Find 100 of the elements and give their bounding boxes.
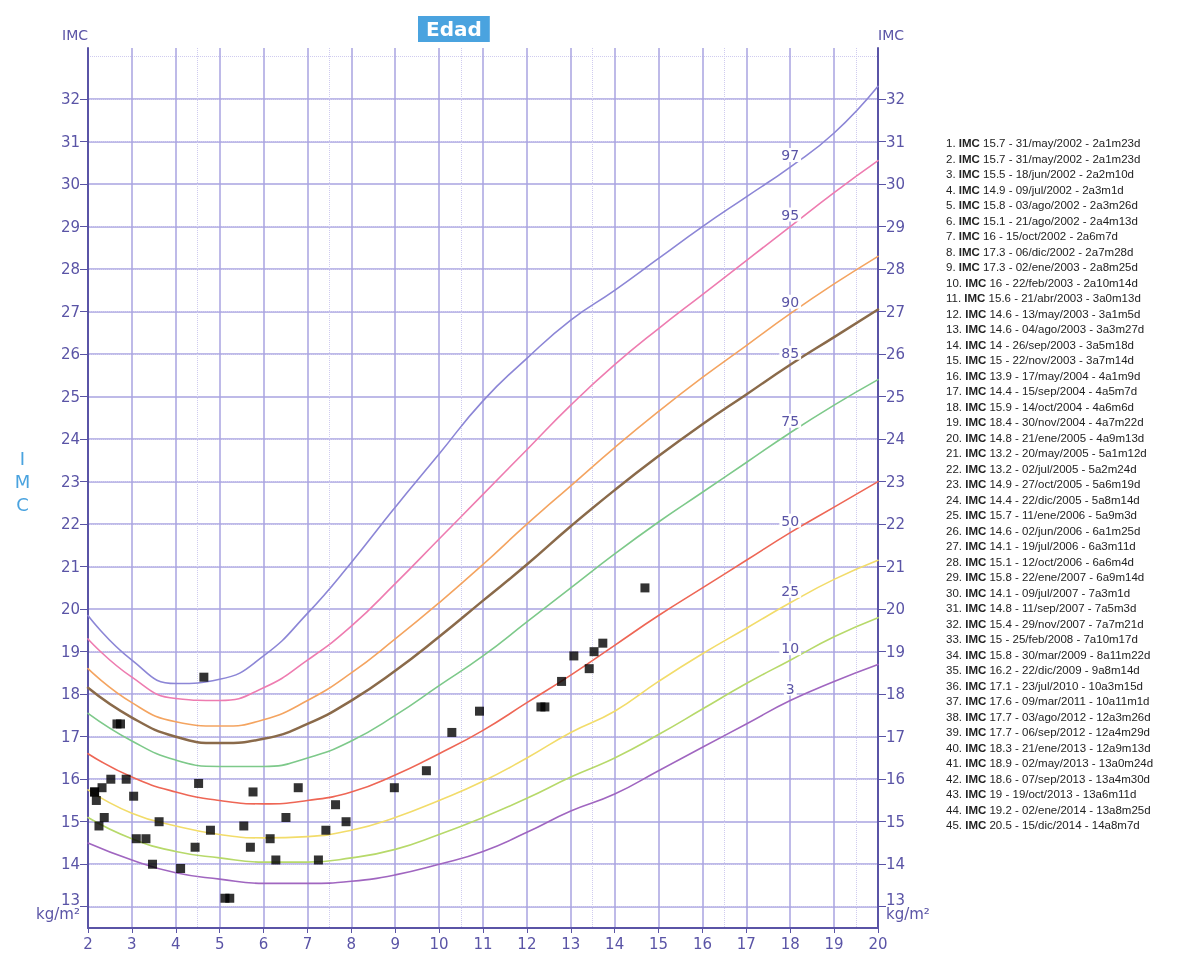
x-tick-label: 5 bbox=[214, 934, 225, 953]
y-tick-label: 25 bbox=[60, 387, 80, 406]
text: 12. IMC 14.6 - 13/may/2003 - 3a1m5d bbox=[946, 306, 1142, 322]
text: 17. IMC 14.4 - 15/sep/2004 - 4a5m7d bbox=[946, 384, 1139, 399]
y2-tick-label: 31 bbox=[886, 132, 906, 151]
text: 30. IMC 14.1 - 09/jul/2007 - 7a3m1d bbox=[946, 585, 1132, 601]
text: 38. IMC 17.7 - 03/ago/2012 - 12a3m26d bbox=[946, 709, 1152, 725]
x-tick-label: 3 bbox=[127, 934, 137, 953]
y-tick-label: 32 bbox=[60, 90, 80, 109]
y2-tick-label: 27 bbox=[886, 302, 906, 321]
y2-tick-label: 20 bbox=[886, 600, 906, 619]
x-tick-label: 7 bbox=[302, 934, 313, 953]
x-tick-label: 17 bbox=[736, 934, 756, 953]
y2-tick-label: 32 bbox=[886, 90, 906, 109]
series-label: 50 bbox=[781, 512, 800, 529]
text: 14. IMC 14 - 26/sep/2003 - 3a5m18d bbox=[946, 337, 1135, 353]
text: 31. IMC 14.8 - 11/sep/2007 - 7a5m3d bbox=[946, 601, 1138, 616]
text: 2. IMC 15.7 - 31/may/2002 - 2a1m23d bbox=[946, 151, 1142, 167]
text: 42. IMC 18.6 - 07/sep/2013 - 13a4m30d bbox=[946, 771, 1151, 787]
y2-tick-label: 15 bbox=[886, 812, 906, 831]
y-tick-label: 15 bbox=[60, 812, 80, 831]
text: 3. IMC 15.5 - 18/jun/2002 - 2a2m10d bbox=[946, 167, 1135, 182]
text: 22. IMC 13.2 - 02/jul/2005 - 5a2m24d bbox=[946, 461, 1138, 477]
series-label: 10 bbox=[781, 640, 800, 657]
text: 6. IMC 15.1 - 21/ago/2002 - 2a4m13d bbox=[946, 213, 1139, 229]
text: 40. IMC 18.3 - 21/ene/2013 - 12a9m13d bbox=[946, 740, 1152, 756]
text: 34. IMC 15.8 - 30/mar/2009 - 8a11m22d bbox=[946, 647, 1152, 663]
x-tick-label: 14 bbox=[605, 934, 625, 953]
x-tick-label: 15 bbox=[649, 934, 669, 953]
y-tick-label: 19 bbox=[60, 642, 80, 661]
x-axis-title: Edad bbox=[426, 17, 482, 41]
x-tick-label: 6 bbox=[258, 934, 269, 953]
series-label: 90 bbox=[781, 293, 800, 310]
text: 1. IMC 15.7 - 31/may/2002 - 2a1m23d bbox=[946, 136, 1142, 151]
y-tick-label: 21 bbox=[60, 557, 80, 576]
x-tick-label: 18 bbox=[780, 934, 800, 953]
y2-tick-label: 28 bbox=[886, 260, 906, 279]
text: 25. IMC 15.7 - 11/ene/2006 - 5a9m3d bbox=[946, 508, 1138, 523]
y-tick-label: 29 bbox=[60, 217, 80, 236]
x-tick-label: 12 bbox=[517, 934, 537, 953]
x-tick-label: 19 bbox=[824, 934, 844, 953]
text: 7. IMC 16 - 15/oct/2002 - 2a6m7d bbox=[946, 229, 1119, 244]
text: 32. IMC 15.4 - 29/nov/2007 - 7a7m21d bbox=[946, 616, 1145, 632]
y-tick-label: 23 bbox=[60, 472, 80, 491]
y-tick-label: 18 bbox=[60, 685, 80, 704]
y2-tick-label: 29 bbox=[886, 217, 906, 236]
x-tick-label: 16 bbox=[692, 934, 712, 953]
y-tick-label: 28 bbox=[60, 260, 80, 279]
y2-tick-label: 24 bbox=[886, 430, 906, 449]
y-tick-label: 14 bbox=[60, 855, 80, 874]
series-label: 3 bbox=[785, 680, 795, 697]
text: 5. IMC 15.8 - 03/ago/2002 - 2a3m26d bbox=[946, 198, 1139, 213]
text: 45. IMC 20.5 - 15/dic/2014 - 14a8m7d bbox=[946, 818, 1141, 833]
text: 21. IMC 13.2 - 20/may/2005 - 5a1m12d bbox=[946, 446, 1148, 461]
series-label: 75 bbox=[781, 412, 800, 429]
x-tick-label: 13 bbox=[561, 934, 581, 953]
y2-tick-label: 25 bbox=[886, 387, 906, 406]
y2-tick-label: 26 bbox=[886, 345, 906, 364]
text: 29. IMC 15.8 - 22/ene/2007 - 6a9m14d bbox=[946, 570, 1146, 585]
text: 41. IMC 18.9 - 02/may/2013 - 13a0m24d bbox=[946, 756, 1154, 771]
y-tick-label: 16 bbox=[60, 770, 80, 789]
y-tick-label: 22 bbox=[60, 515, 80, 534]
text: 24. IMC 14.4 - 22/dic/2005 - 5a8m14d bbox=[946, 492, 1141, 508]
y-tick-label: 26 bbox=[60, 345, 80, 364]
y-tick-label: 17 bbox=[60, 727, 80, 746]
y-tick-label: 27 bbox=[60, 302, 80, 321]
text: 35. IMC 16.2 - 22/dic/2009 - 9a8m14d bbox=[946, 663, 1141, 678]
x-tick-label: 4 bbox=[171, 934, 181, 953]
text: 9. IMC 17.3 - 02/ene/2003 - 2a8m25d bbox=[946, 260, 1139, 275]
text: 19. IMC 18.4 - 30/nov/2004 - 4a7m22d bbox=[946, 415, 1145, 430]
text: 44. IMC 19.2 - 02/ene/2014 - 13a8m25d bbox=[946, 802, 1152, 818]
y2-tick-label: 22 bbox=[886, 515, 906, 534]
series-label: 25 bbox=[781, 582, 800, 599]
series-label: 85 bbox=[781, 344, 800, 361]
x-tick-label: 10 bbox=[429, 934, 449, 953]
y-tick-label: 31 bbox=[60, 132, 80, 151]
y2-tick-label: 18 bbox=[886, 685, 906, 704]
x-tick-label: 11 bbox=[473, 934, 493, 953]
text: 4. IMC 14.9 - 09/jul/2002 - 2a3m1d bbox=[946, 182, 1125, 198]
x-tick-label: 20 bbox=[868, 934, 888, 953]
text: 28. IMC 15.1 - 12/oct/2006 - 6a6m4d bbox=[946, 554, 1135, 570]
y2-tick-label: 13 kg/m² bbox=[886, 890, 930, 923]
text: IMC bbox=[12, 448, 33, 517]
text: 16. IMC 13.9 - 17/may/2004 - 4a1m9d bbox=[946, 368, 1142, 384]
text: 13. IMC 14.6 - 04/ago/2003 - 3a3m27d bbox=[946, 322, 1146, 337]
text: 11. IMC 15.6 - 21/abr/2003 - 3a0m13d bbox=[946, 291, 1142, 306]
text: 20. IMC 14.8 - 21/ene/2005 - 4a9m13d bbox=[946, 430, 1146, 446]
y-tick-label: 30 bbox=[60, 175, 80, 194]
text: 10. IMC 16 - 22/feb/2003 - 2a10m14d bbox=[946, 275, 1139, 291]
y2-axis-title: IMC bbox=[878, 27, 905, 43]
y2-tick-label: 14 bbox=[886, 855, 906, 874]
y-tick-label: 20 bbox=[60, 600, 80, 619]
y2-tick-label: 17 bbox=[886, 727, 906, 746]
text: 43. IMC 19 - 19/oct/2013 - 13a6m11d bbox=[946, 787, 1138, 802]
series-label: 95 bbox=[781, 206, 800, 223]
text: 33. IMC 15 - 25/feb/2008 - 7a10m17d bbox=[946, 632, 1139, 647]
y-tick-label: 13 kg/m² bbox=[36, 890, 80, 923]
series-label: 97 bbox=[781, 147, 800, 164]
text: 23. IMC 14.9 - 27/oct/2005 - 5a6m19d bbox=[946, 477, 1142, 492]
text: 37. IMC 17.6 - 09/mar/2011 - 10a11m1d bbox=[946, 694, 1151, 709]
